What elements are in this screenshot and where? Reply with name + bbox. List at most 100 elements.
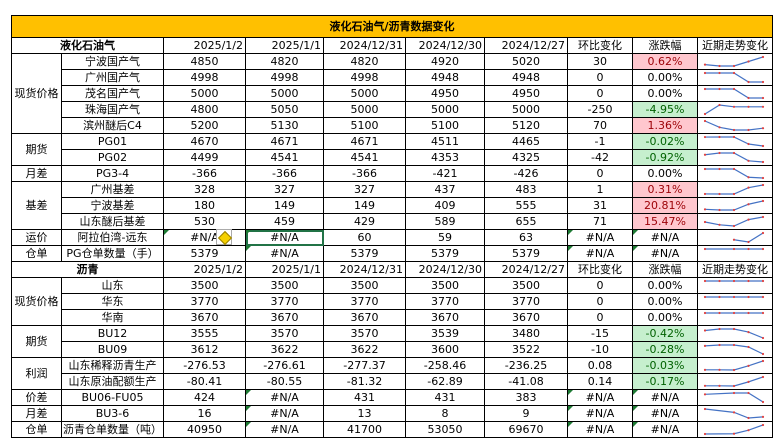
- change-cell[interactable]: #N/A: [567, 421, 633, 438]
- pct-cell[interactable]: 0.00%: [632, 165, 698, 182]
- pct-cell[interactable]: -0.03%: [632, 357, 698, 374]
- section-name[interactable]: 沥青: [11, 261, 164, 278]
- value-cell[interactable]: 4353: [405, 149, 485, 166]
- value-cell[interactable]: 4998: [245, 69, 324, 86]
- value-cell[interactable]: -366: [245, 165, 324, 182]
- value-cell[interactable]: 3670: [484, 309, 568, 326]
- pct-cell[interactable]: 15.47%: [632, 213, 698, 230]
- row-name[interactable]: PG3-4: [61, 165, 164, 182]
- row-name[interactable]: 宁波基差: [61, 197, 164, 214]
- value-cell[interactable]: 60: [323, 229, 406, 246]
- pct-cell[interactable]: 0.62%: [632, 53, 698, 70]
- pct-cell[interactable]: #N/A: [632, 405, 698, 422]
- value-cell[interactable]: 4850: [163, 53, 246, 70]
- value-cell[interactable]: 3670: [245, 309, 324, 326]
- change-cell[interactable]: #N/A: [567, 245, 633, 262]
- group-label[interactable]: 仓单: [11, 245, 62, 262]
- pct-header[interactable]: 涨跌幅: [632, 37, 698, 54]
- value-cell[interactable]: 431: [323, 389, 406, 406]
- value-cell[interactable]: 5130: [245, 117, 324, 134]
- date-header[interactable]: 2024/12/30: [405, 37, 485, 54]
- value-cell[interactable]: 3770: [405, 293, 485, 310]
- value-cell[interactable]: 555: [484, 197, 568, 214]
- value-cell[interactable]: -258.46: [405, 357, 485, 374]
- group-label[interactable]: 运价: [11, 229, 62, 246]
- value-cell[interactable]: 3570: [323, 325, 406, 342]
- value-cell[interactable]: 5000: [323, 101, 406, 118]
- row-name[interactable]: BU06-FU05: [61, 389, 164, 406]
- group-label[interactable]: 月差: [11, 165, 62, 182]
- change-header[interactable]: 环比变化: [567, 261, 633, 278]
- value-cell[interactable]: 328: [163, 181, 246, 198]
- change-cell[interactable]: #N/A: [567, 229, 633, 246]
- value-cell[interactable]: 63: [484, 229, 568, 246]
- pct-cell[interactable]: -4.95%: [632, 101, 698, 118]
- change-cell[interactable]: -42: [567, 149, 633, 166]
- row-name[interactable]: 广州国产气: [61, 69, 164, 86]
- value-cell[interactable]: 41700: [323, 421, 406, 438]
- row-name[interactable]: 山东醚后基差: [61, 213, 164, 230]
- pct-cell[interactable]: 0.00%: [632, 277, 698, 294]
- pct-cell[interactable]: 0.00%: [632, 69, 698, 86]
- group-label[interactable]: 月差: [11, 405, 62, 422]
- group-label[interactable]: 仓单: [11, 421, 62, 438]
- value-cell[interactable]: 4920: [405, 53, 485, 70]
- value-cell[interactable]: 3770: [245, 293, 324, 310]
- value-cell[interactable]: -236.25: [484, 357, 568, 374]
- value-cell[interactable]: 5000: [405, 101, 485, 118]
- value-cell[interactable]: 4820: [245, 53, 324, 70]
- value-cell[interactable]: 5000: [163, 85, 246, 102]
- group-label[interactable]: 期货: [11, 325, 62, 358]
- value-cell[interactable]: 4671: [323, 133, 406, 150]
- date-header[interactable]: 2024/12/30: [405, 261, 485, 278]
- value-cell[interactable]: 530: [163, 213, 246, 230]
- change-cell[interactable]: 0.08: [567, 357, 633, 374]
- pct-cell[interactable]: -0.42%: [632, 325, 698, 342]
- value-cell[interactable]: 180: [163, 197, 246, 214]
- value-cell[interactable]: 3500: [323, 277, 406, 294]
- value-cell[interactable]: 5020: [484, 53, 568, 70]
- group-label[interactable]: 现货价格: [11, 277, 62, 326]
- row-name[interactable]: 珠海国产气: [61, 101, 164, 118]
- value-cell[interactable]: 5120: [484, 117, 568, 134]
- date-header[interactable]: 2024/12/27: [484, 37, 568, 54]
- pct-cell[interactable]: 20.81%: [632, 197, 698, 214]
- group-label[interactable]: 利润: [11, 357, 62, 390]
- pct-cell[interactable]: -0.92%: [632, 149, 698, 166]
- value-cell[interactable]: -426: [484, 165, 568, 182]
- value-cell[interactable]: 3622: [245, 341, 324, 358]
- value-cell[interactable]: 4325: [484, 149, 568, 166]
- value-cell[interactable]: 3600: [405, 341, 485, 358]
- value-cell[interactable]: 5379: [484, 245, 568, 262]
- value-cell[interactable]: 5000: [323, 85, 406, 102]
- pct-cell[interactable]: -0.02%: [632, 133, 698, 150]
- pct-cell[interactable]: -0.17%: [632, 373, 698, 390]
- pct-header[interactable]: 涨跌幅: [632, 261, 698, 278]
- pct-cell[interactable]: 0.00%: [632, 293, 698, 310]
- value-cell[interactable]: 3522: [484, 341, 568, 358]
- value-cell[interactable]: 429: [323, 213, 406, 230]
- pct-cell[interactable]: #N/A: [632, 229, 698, 246]
- value-cell[interactable]: -276.53: [163, 357, 246, 374]
- value-cell[interactable]: 4948: [405, 69, 485, 86]
- value-cell[interactable]: 59: [405, 229, 485, 246]
- value-cell[interactable]: 4465: [484, 133, 568, 150]
- date-header[interactable]: 2024/12/27: [484, 261, 568, 278]
- change-cell[interactable]: -250: [567, 101, 633, 118]
- row-name[interactable]: BU12: [61, 325, 164, 342]
- value-cell[interactable]: 383: [484, 389, 568, 406]
- pct-cell[interactable]: #N/A: [632, 245, 698, 262]
- value-cell[interactable]: #N/A: [245, 421, 324, 438]
- row-name[interactable]: 广州基差: [61, 181, 164, 198]
- change-cell[interactable]: 1: [567, 181, 633, 198]
- trend-header[interactable]: 近期走势变化: [697, 261, 773, 278]
- value-cell[interactable]: 40950: [163, 421, 246, 438]
- value-cell[interactable]: -277.37: [323, 357, 406, 374]
- change-cell[interactable]: 0: [567, 165, 633, 182]
- date-header[interactable]: 2025/1/2: [163, 261, 246, 278]
- row-name[interactable]: 阿拉伯湾-远东: [61, 229, 164, 246]
- pct-cell[interactable]: 0.00%: [632, 309, 698, 326]
- value-cell[interactable]: 8: [405, 405, 485, 422]
- date-header[interactable]: 2025/1/1: [245, 261, 324, 278]
- change-cell[interactable]: 0: [567, 69, 633, 86]
